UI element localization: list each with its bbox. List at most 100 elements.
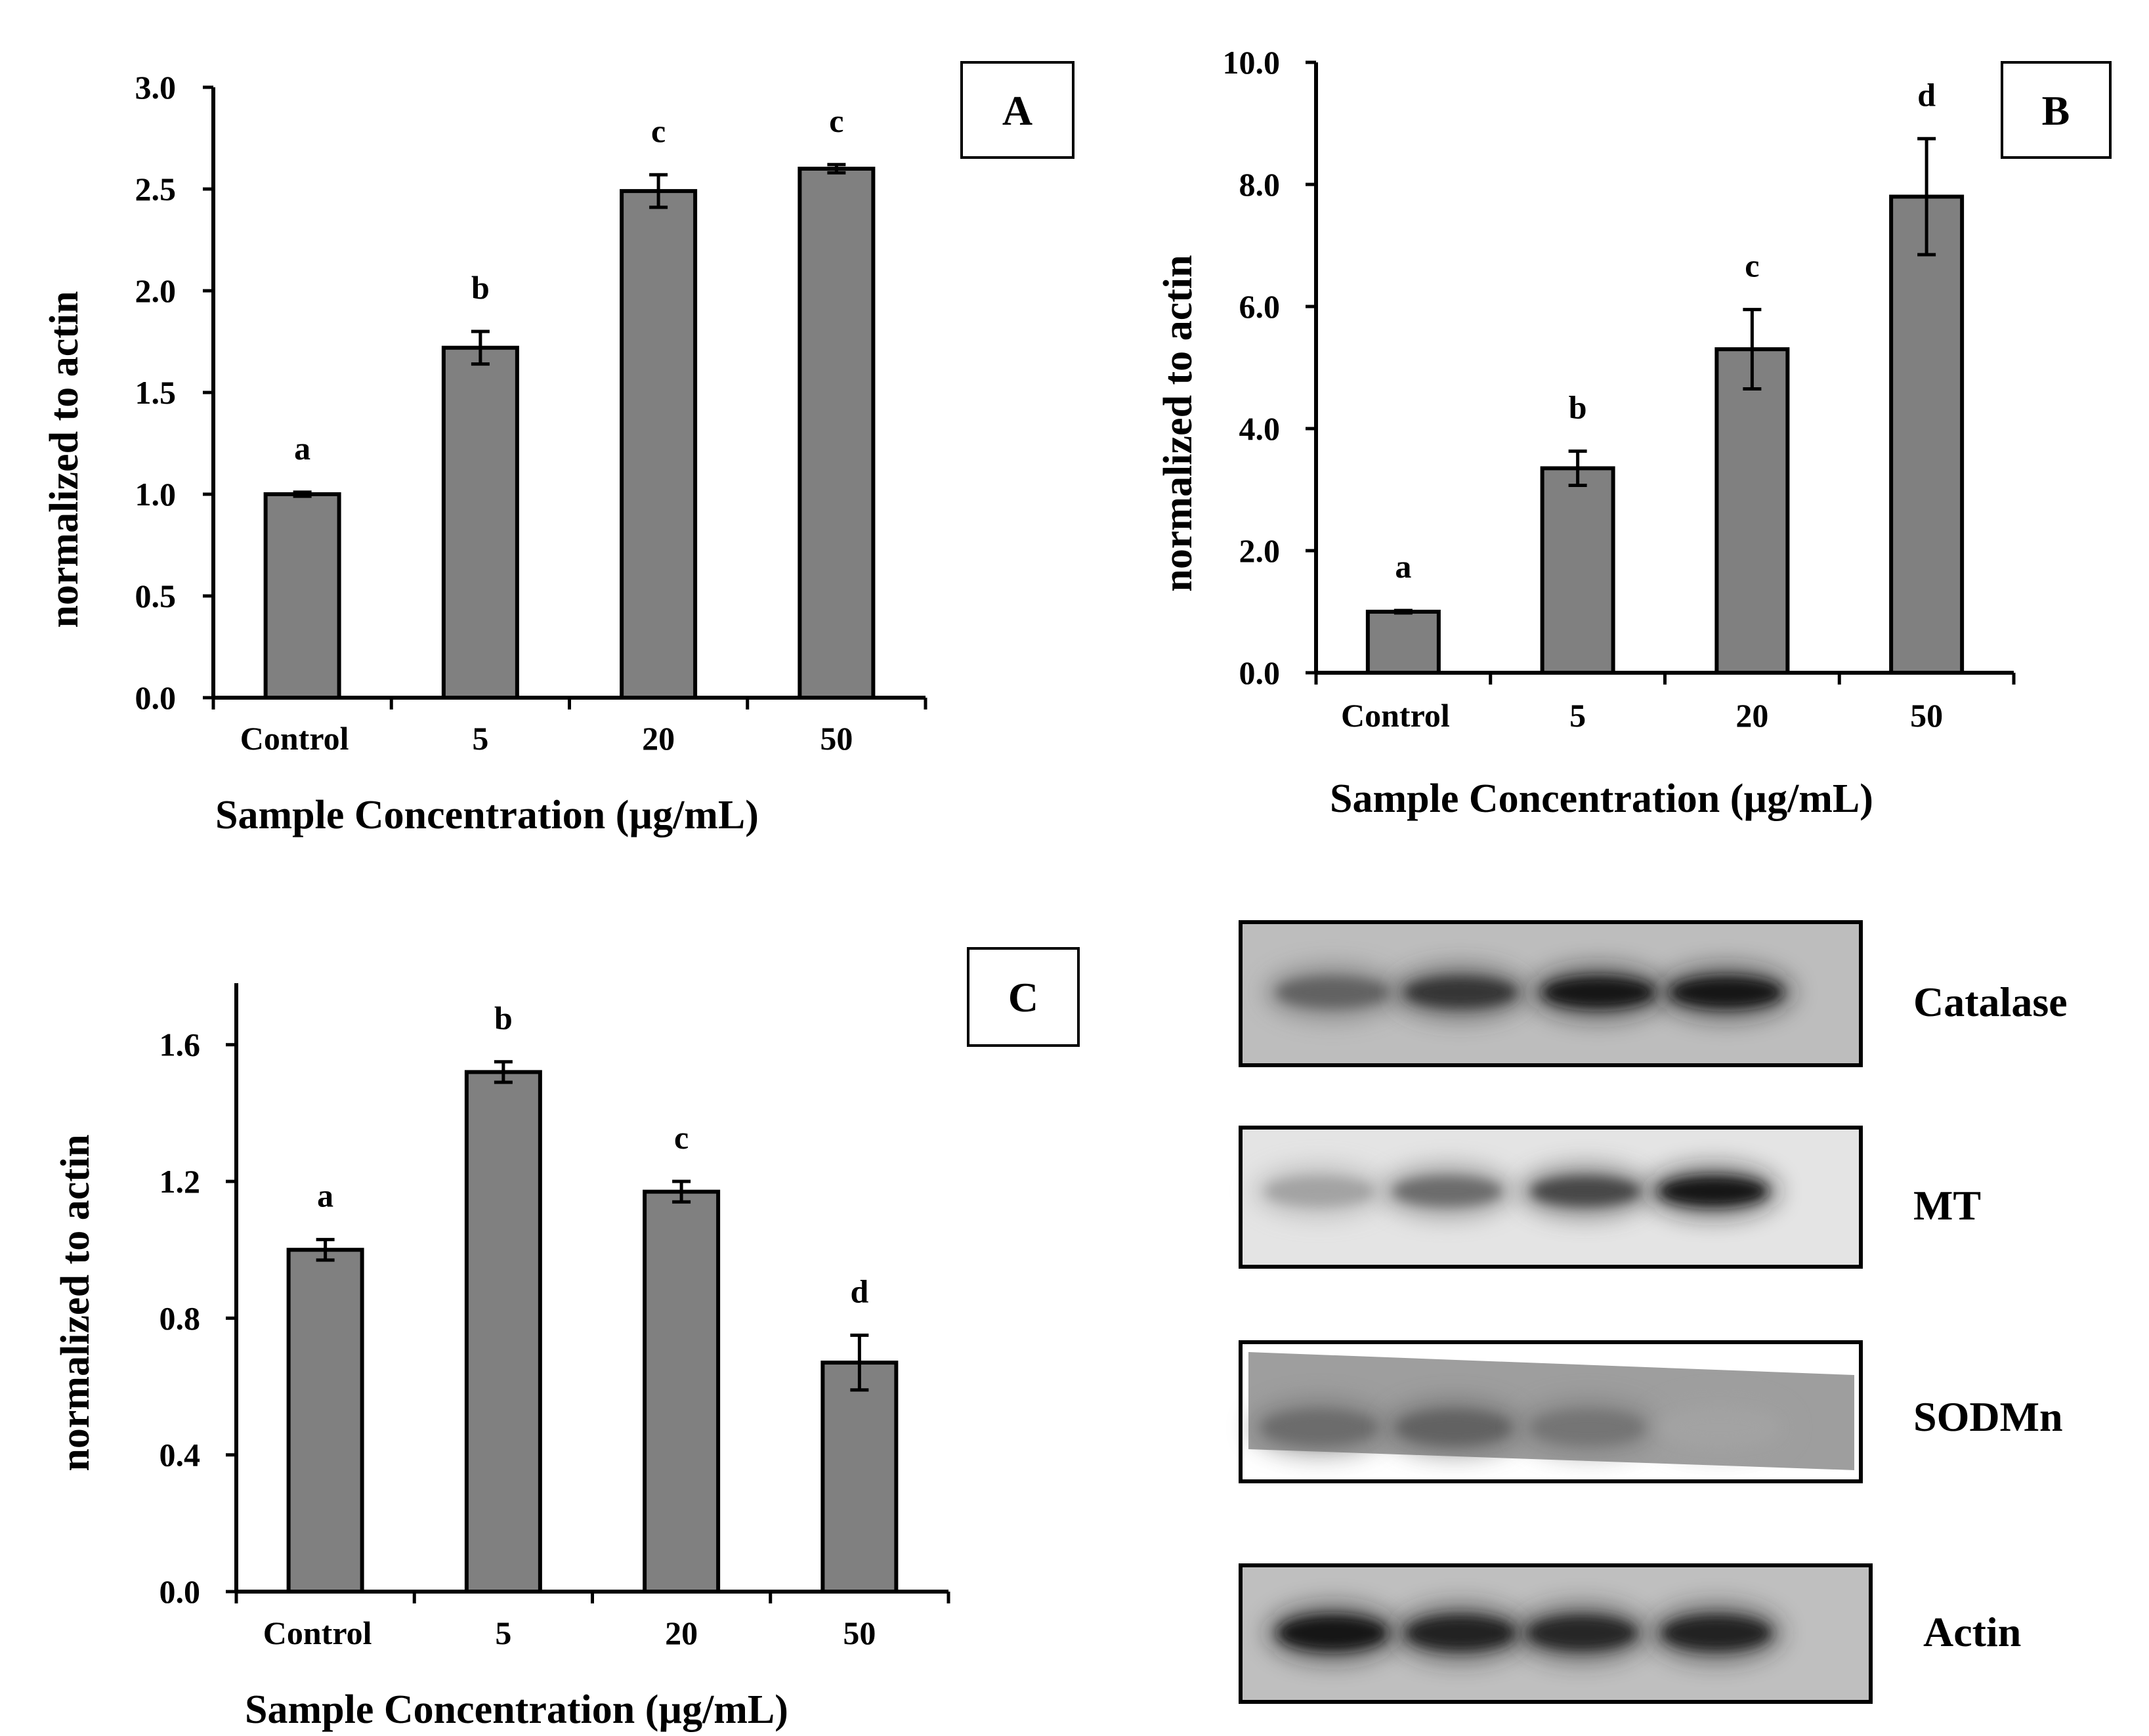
panel-a-bar-3 bbox=[798, 167, 876, 700]
panel-a-significance-letters: a b c c bbox=[294, 102, 843, 467]
panel-c-y-tick-label: 0.0 bbox=[160, 1573, 201, 1610]
panel-c-bar-1 bbox=[464, 1070, 542, 1594]
blot-band-actin-lane-2 bbox=[1394, 1604, 1527, 1662]
panel-b-label: B bbox=[2042, 87, 2070, 134]
panel-c-y-axis-title: normalized to actin bbox=[53, 1134, 98, 1471]
panel-b-category-label-3: 50 bbox=[1910, 697, 1943, 734]
blot-band-actin-lane-3 bbox=[1516, 1604, 1648, 1662]
panel-b-error-bar-1 bbox=[1568, 449, 1587, 487]
panel-b-error-bar-2 bbox=[1743, 308, 1762, 391]
panel-c-error-bar-1 bbox=[494, 1060, 513, 1084]
panel-a-x-tick-labels: Control 5 20 50 bbox=[240, 720, 853, 757]
panel-a-error-bar-1 bbox=[471, 329, 490, 366]
panel-a-significance-0: a bbox=[294, 430, 310, 467]
panel-a-y-axis-title: normalized to actin bbox=[42, 291, 87, 627]
panel-c-significance-1: b bbox=[494, 1000, 513, 1036]
panel-a-error-bar-3 bbox=[827, 163, 846, 175]
panel-c-category-label-1: 5 bbox=[495, 1615, 511, 1651]
panel-a-error-bar-2 bbox=[649, 173, 668, 209]
panel-c-error-bar-0 bbox=[316, 1238, 335, 1262]
panel-b-significance-2: c bbox=[1745, 247, 1759, 284]
panel-c-category-label-2: 20 bbox=[665, 1615, 698, 1651]
panel-a-category-label-1: 5 bbox=[472, 720, 488, 757]
panel-c-bar-chart: a b c d 0.0 0.4 0.8 1.2 1.6 Control 5 20 50 Sample… bbox=[53, 947, 1080, 1732]
panel-a-error-bars bbox=[293, 163, 846, 498]
blot-band-catalase-lane-1 bbox=[1265, 965, 1400, 1019]
panel-b-category-label-2: 20 bbox=[1735, 697, 1768, 734]
panel-b-bar-1 bbox=[1540, 466, 1615, 675]
panel-b-category-label-1: 5 bbox=[1569, 697, 1586, 734]
panel-c-x-tick-labels: Control 5 20 50 bbox=[263, 1615, 876, 1651]
blot-label-catalase: Catalase bbox=[1913, 979, 2068, 1025]
panel-a-label-box bbox=[960, 61, 1074, 159]
panel-c-x-axis-title: Sample Concentration (µg/mL) bbox=[245, 1687, 788, 1732]
panel-b-bar-chart: a b c d 0.0 2.0 4.0 6.0 8.0 10.0 Control 5 20 50 Sa… bbox=[1156, 44, 2112, 821]
panel-a-y-tick-label: 3.0 bbox=[135, 69, 177, 106]
panel-b-error-bars bbox=[1394, 137, 1936, 615]
panel-b-y-axis-title: normalized to actin bbox=[1156, 255, 1201, 591]
blot-strip-mt: MT bbox=[1239, 1126, 1981, 1269]
panel-a-y-tick-label: 2.0 bbox=[135, 272, 177, 309]
panel-c-y-tick-label: 1.6 bbox=[160, 1027, 201, 1063]
panel-a-category-label-0: Control bbox=[240, 720, 349, 757]
panel-b-error-bar-0 bbox=[1394, 608, 1413, 615]
panel-c-label-box bbox=[967, 947, 1080, 1047]
panel-a-significance-2: c bbox=[651, 112, 666, 149]
panel-a-bar-0 bbox=[263, 492, 341, 700]
panel-b-x-tick-labels: Control 5 20 50 bbox=[1341, 697, 1943, 734]
panel-a-y-tick-label: 0.5 bbox=[135, 578, 177, 614]
panel-a-y-tick-label: 0.0 bbox=[135, 679, 177, 716]
panel-c-bars bbox=[286, 1070, 899, 1594]
panel-a-significance-1: b bbox=[471, 269, 490, 306]
panel-a-bars bbox=[263, 167, 876, 700]
panel-c-error-bar-2 bbox=[672, 1179, 691, 1204]
panel-a-bar-2 bbox=[620, 189, 698, 700]
panel-b-y-tick-label: 10.0 bbox=[1223, 44, 1281, 81]
blot-band-sodmn-lane-3 bbox=[1519, 1399, 1658, 1456]
panel-a-error-bar-0 bbox=[293, 490, 312, 498]
blot-band-mt-lane-2 bbox=[1381, 1165, 1514, 1217]
panel-c-error-bars bbox=[316, 1060, 869, 1392]
blot-label-mt: MT bbox=[1913, 1182, 1981, 1229]
panel-b-bar-3 bbox=[1889, 194, 1965, 675]
panel-b-x-axis-title: Sample Concentration (µg/mL) bbox=[1330, 776, 1873, 821]
panel-a-y-tick-label: 1.5 bbox=[135, 374, 177, 411]
panel-c-bar-2 bbox=[643, 1189, 721, 1594]
panel-c-significance-0: a bbox=[317, 1177, 333, 1214]
blot-band-mt-lane-4 bbox=[1647, 1165, 1779, 1217]
panel-b-y-tick-labels: 0.0 2.0 4.0 6.0 8.0 10.0 bbox=[1223, 44, 1281, 691]
panel-b-significance-1: b bbox=[1569, 389, 1587, 425]
panel-b-category-label-0: Control bbox=[1341, 697, 1450, 734]
blot-strip-sodmn: SODMn bbox=[1239, 1340, 2063, 1483]
blot-strip-actin: Actin bbox=[1239, 1563, 2021, 1704]
blot-band-sodmn-lane-1 bbox=[1250, 1399, 1389, 1456]
panel-a-category-label-2: 20 bbox=[642, 720, 675, 757]
panel-b-bar-2 bbox=[1714, 347, 1790, 675]
blot-band-sodmn-lane-2 bbox=[1384, 1399, 1523, 1456]
blot-strip-catalase: Catalase bbox=[1239, 920, 2068, 1067]
blot-band-catalase-lane-4 bbox=[1659, 965, 1794, 1019]
panel-c-y-tick-label: 0.4 bbox=[160, 1437, 201, 1473]
panel-b-y-tick-label: 6.0 bbox=[1239, 288, 1281, 325]
panel-a-significance-3: c bbox=[829, 102, 843, 139]
blot-band-mt-lane-3 bbox=[1519, 1165, 1651, 1217]
panel-b-significance-letters: a b c d bbox=[1395, 76, 1936, 585]
panel-c-bar-3 bbox=[820, 1361, 899, 1594]
panel-b-significance-0: a bbox=[1395, 548, 1411, 585]
panel-a-y-tick-label: 2.5 bbox=[135, 171, 177, 207]
panel-c-category-label-0: Control bbox=[263, 1615, 372, 1651]
panel-b-bars bbox=[1365, 194, 1965, 675]
panel-b-label-box bbox=[2001, 61, 2112, 159]
panel-c-significance-2: c bbox=[674, 1119, 689, 1156]
panel-c-y-tick-label: 1.2 bbox=[160, 1163, 201, 1200]
panel-a-bar-1 bbox=[441, 345, 519, 700]
panel-a-label: A bbox=[1002, 87, 1032, 134]
panel-c-label: C bbox=[1008, 974, 1038, 1021]
panel-b-y-tick-label: 4.0 bbox=[1239, 410, 1281, 447]
blot-band-actin-lane-4 bbox=[1650, 1604, 1783, 1662]
panel-c-significance-letters: a b c d bbox=[317, 1000, 868, 1310]
panel-a-y-tick-labels: 0.0 0.5 1.0 1.5 2.0 2.5 3.0 bbox=[135, 69, 177, 716]
panel-c-bar-0 bbox=[286, 1248, 364, 1594]
panel-c-significance-3: d bbox=[850, 1273, 868, 1309]
